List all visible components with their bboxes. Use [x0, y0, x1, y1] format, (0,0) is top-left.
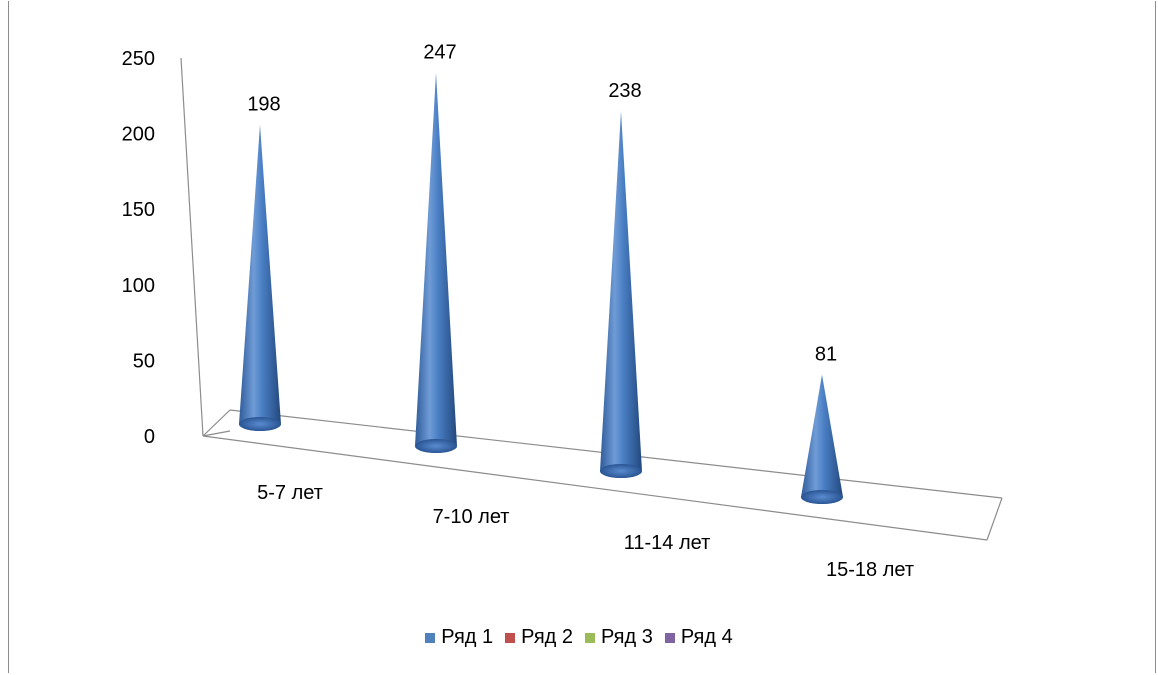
cone-body [239, 124, 281, 432]
floor-front-edge [202, 435, 988, 541]
cones [239, 72, 843, 504]
legend-swatch [585, 632, 595, 643]
legend-label: Ряд 2 [521, 626, 573, 649]
legend-swatch [664, 632, 675, 643]
floor-back-left [202, 409, 231, 437]
chart-frame [8, 1, 1156, 673]
legend-label: Ряд 1 [441, 626, 494, 649]
cone-base [600, 464, 642, 478]
y-tick-label: 150 [122, 199, 155, 221]
legend-item: Ряд 4 [664, 626, 733, 649]
cone-bar [239, 124, 281, 432]
legend-swatch [505, 632, 516, 643]
y-axis-line [180, 57, 204, 437]
cone-base [415, 439, 457, 453]
data-label: 198 [247, 94, 280, 116]
cone-base [801, 490, 843, 504]
category-label: 11-14 лет [624, 532, 711, 554]
legend-label: Ряд 3 [601, 626, 653, 649]
category-label: 5-7 лет [257, 482, 323, 504]
y-tick-label: 250 [122, 48, 155, 70]
category-labels: 5-7 лет 7-10 лет 11-14 лет 15-18 лет [257, 482, 914, 581]
y-tick-label: 100 [122, 275, 155, 297]
data-labels: 198 247 238 81 [247, 42, 837, 366]
cone-bar [600, 111, 642, 479]
floor-left-edge [202, 430, 231, 437]
legend-swatch [425, 632, 436, 643]
legend-item: Ряд 3 [585, 626, 653, 649]
cone-bar [801, 374, 843, 504]
legend: Ряд 1 Ряд 2 Ряд 3 Ряд 4 [0, 626, 1158, 649]
cone-body [415, 72, 457, 453]
category-label: 15-18 лет [826, 559, 914, 581]
y-tick-labels: 0 50 100 150 200 250 [122, 48, 155, 448]
category-label: 7-10 лет [433, 506, 510, 528]
legend-item: Ряд 2 [505, 626, 573, 649]
floor-right-edge [986, 497, 1003, 541]
y-tick-label: 50 [133, 350, 155, 372]
cone-body [600, 111, 642, 479]
legend-item: Ряд 1 [425, 626, 493, 649]
y-tick-label: 0 [144, 426, 155, 448]
legend-label: Ряд 4 [680, 626, 733, 649]
cone-bar [415, 72, 457, 453]
cone-body [801, 374, 843, 504]
data-label: 247 [423, 42, 456, 64]
y-tick-label: 200 [122, 124, 155, 146]
data-label: 81 [815, 344, 837, 366]
cone-base [239, 417, 281, 431]
data-label: 238 [608, 80, 641, 102]
